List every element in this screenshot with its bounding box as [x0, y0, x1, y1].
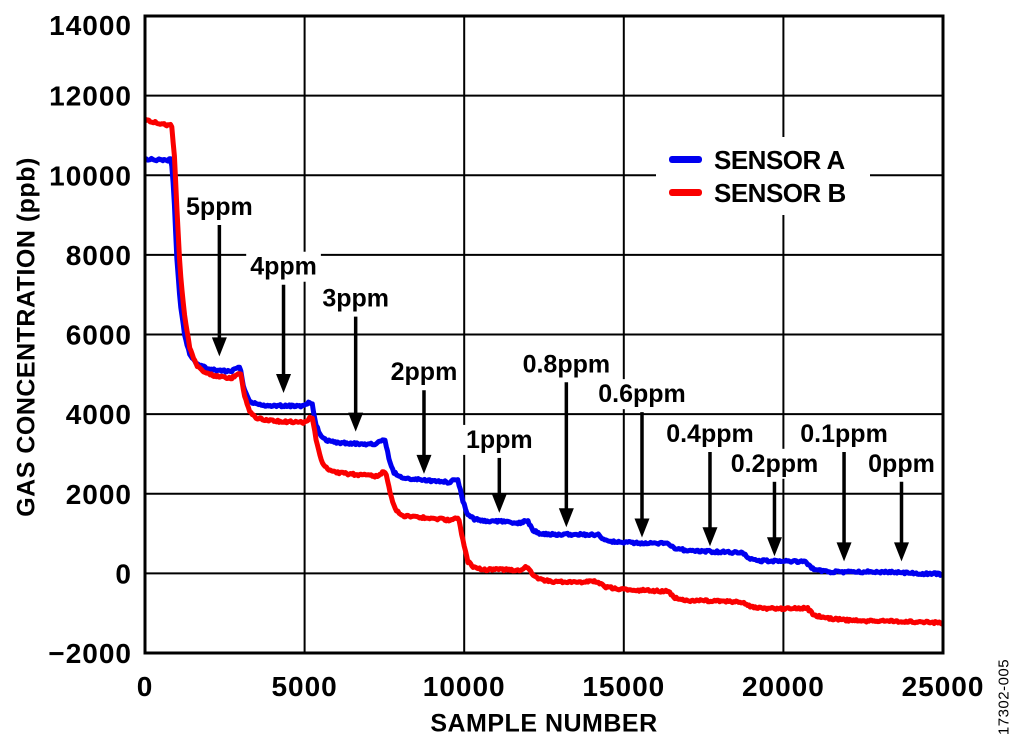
legend-label-sensor-b: SENSOR B — [714, 177, 846, 208]
annotation-arrow-head-0-1ppm — [836, 542, 852, 562]
annotation-arrow-head-0-6ppm — [634, 518, 650, 538]
annotation-arrow-head-0ppm — [894, 542, 910, 562]
annotation-label-3ppm: 3ppm — [322, 285, 389, 313]
annotation-arrow-head-0-4ppm — [702, 527, 718, 547]
y-tick-label: 6000 — [66, 320, 132, 351]
annotation-label-background — [726, 448, 823, 479]
legend-item-sensor-a: SENSOR A — [669, 147, 870, 173]
annotation-label-0-4ppm: 0.4ppm — [666, 420, 754, 448]
annotation-label-0-1ppm: 0.1ppm — [800, 420, 888, 448]
legend-label-sensor-a: SENSOR A — [714, 144, 845, 175]
legend-item-sensor-b: SENSOR B — [669, 180, 870, 206]
x-axis-title: SAMPLE NUMBER — [430, 709, 658, 738]
annotation-arrow-head-2ppm — [416, 454, 432, 474]
annotation-arrow-head-0-2ppm — [766, 537, 782, 557]
annotation-label-2ppm: 2ppm — [391, 358, 458, 386]
annotation-arrow-head-0-8ppm — [558, 508, 574, 528]
annotation-label-background — [461, 424, 537, 455]
y-axis-title: GAS CONCENTRATION (ppb) — [12, 157, 41, 517]
annotation-label-background — [318, 283, 394, 314]
annotation-label-background — [386, 357, 462, 388]
annotation-label-background — [796, 418, 892, 449]
y-tick-label: 0 — [115, 558, 132, 589]
annotation-arrow-head-4ppm — [276, 374, 292, 394]
y-tick-label: 4000 — [66, 399, 132, 430]
x-tick-label: 0 — [137, 671, 154, 702]
annotation-label-background — [662, 418, 758, 449]
annotation-label-0-6ppm: 0.6ppm — [598, 380, 686, 408]
annotation-label-5ppm: 5ppm — [186, 193, 253, 221]
annotation-label-0-2ppm: 0.2ppm — [731, 450, 819, 478]
x-tick-label: 15000 — [582, 671, 665, 702]
annotation-label-1ppm: 1ppm — [466, 426, 533, 454]
plot-border — [143, 14, 945, 655]
annotation-label-background — [864, 448, 939, 479]
x-tick-label: 10000 — [423, 671, 506, 702]
figure-code: 17302-005 — [995, 658, 1013, 736]
annotation-arrow-head-3ppm — [348, 412, 364, 432]
series-curve-sensor-b — [145, 116, 943, 627]
annotation-label-background — [594, 379, 690, 410]
legend: SENSOR A SENSOR B — [656, 137, 870, 215]
annotation-arrow-head-1ppm — [491, 493, 507, 513]
annotation-label-0ppm: 0ppm — [868, 450, 935, 478]
sensor-b-swatch — [669, 189, 702, 196]
y-tick-label: 2000 — [66, 479, 132, 510]
annotation-arrow-head-5ppm — [211, 337, 227, 357]
sensor-a-swatch — [669, 156, 702, 163]
y-tick-label: −2000 — [48, 638, 132, 669]
y-tick-label: 14000 — [49, 10, 132, 41]
y-tick-label: 10000 — [49, 160, 132, 191]
annotation-label-background — [518, 349, 615, 380]
annotation-label-background — [182, 192, 257, 223]
x-tick-label: 5000 — [271, 671, 337, 702]
annotation-label-background — [246, 251, 321, 282]
y-tick-label: 12000 — [49, 81, 132, 112]
x-tick-label: 25000 — [902, 671, 985, 702]
annotation-label-0-8ppm: 0.8ppm — [523, 350, 611, 378]
annotation-label-4ppm: 4ppm — [250, 253, 317, 281]
series-curve-sensor-a — [145, 155, 943, 578]
y-tick-label: 8000 — [66, 240, 132, 271]
x-tick-label: 20000 — [742, 671, 825, 702]
